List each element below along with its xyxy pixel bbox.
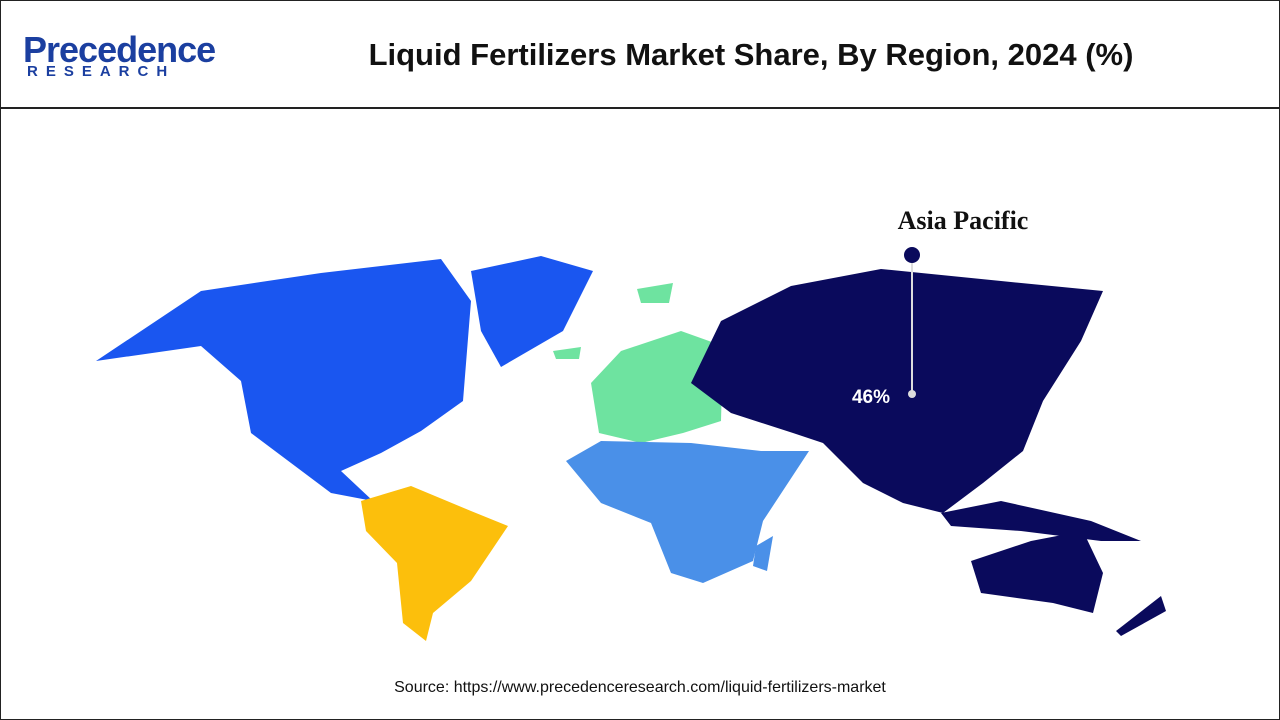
region-label: Asia Pacific bbox=[898, 206, 1029, 235]
region-shape bbox=[753, 536, 773, 571]
region-shape bbox=[361, 486, 508, 641]
region-shape bbox=[941, 501, 1141, 541]
region-shape bbox=[1116, 596, 1166, 636]
region-shape bbox=[691, 269, 1103, 513]
leader-end bbox=[908, 390, 916, 398]
logo-name: Precedence bbox=[23, 29, 216, 70]
logo-tagline: RESEARCH bbox=[27, 63, 176, 80]
value-label: 46% bbox=[852, 387, 890, 408]
region-shape bbox=[96, 259, 471, 501]
region-shape bbox=[566, 441, 809, 583]
header: Precedence RESEARCH Liquid Fertilizers M… bbox=[1, 1, 1279, 109]
region-shape bbox=[471, 256, 593, 367]
region-shape bbox=[637, 283, 673, 303]
region-shape bbox=[553, 347, 581, 359]
source: Source: https://www.precedenceresearch.c… bbox=[394, 679, 886, 696]
annotation-dot bbox=[904, 247, 920, 263]
title: Liquid Fertilizers Market Share, By Regi… bbox=[368, 37, 1134, 72]
world-map: Asia Pacific 46% bbox=[96, 206, 1166, 641]
region-shape bbox=[591, 331, 723, 443]
region-shape bbox=[971, 531, 1103, 613]
